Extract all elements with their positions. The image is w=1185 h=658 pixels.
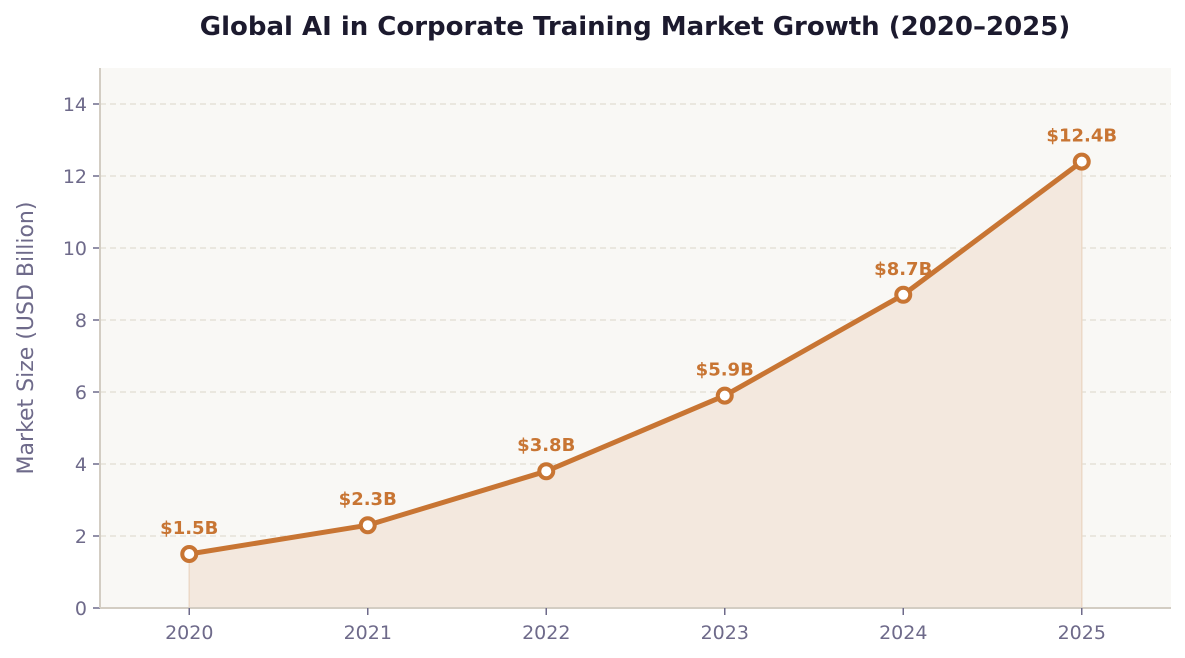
y-tick-label: 8 (75, 310, 87, 332)
data-point (537, 462, 556, 481)
data-point (894, 285, 913, 304)
y-tick-label: 0 (75, 598, 87, 620)
y-axis-label: Market Size (USD Billion) (14, 202, 39, 475)
y-tick-label: 12 (63, 166, 87, 188)
data-point (715, 386, 734, 405)
data-point (1072, 152, 1091, 171)
data-label: $5.9B (696, 360, 754, 381)
x-tick-label: 2025 (1058, 622, 1106, 644)
y-tick-label: 6 (75, 382, 87, 404)
data-label: $2.3B (339, 489, 397, 510)
chart-title: Global AI in Corporate Training Market G… (200, 12, 1071, 42)
data-label: $8.7B (874, 259, 932, 280)
data-label: $1.5B (160, 518, 218, 539)
y-tick-label: 14 (63, 94, 87, 116)
x-tick-label: 2021 (344, 622, 392, 644)
data-label: $3.8B (517, 435, 575, 456)
data-point (358, 516, 377, 535)
data-label: $12.4B (1046, 126, 1117, 147)
x-tick-label: 2023 (701, 622, 749, 644)
x-tick-label: 2024 (879, 622, 927, 644)
data-point (180, 545, 199, 563)
y-tick-label: 10 (63, 238, 87, 260)
y-tick-label: 4 (75, 454, 87, 476)
x-tick-label: 2022 (522, 622, 570, 644)
x-tick-label: 2020 (165, 622, 213, 644)
series-line (186, 159, 1085, 557)
y-tick-label: 2 (75, 526, 87, 548)
